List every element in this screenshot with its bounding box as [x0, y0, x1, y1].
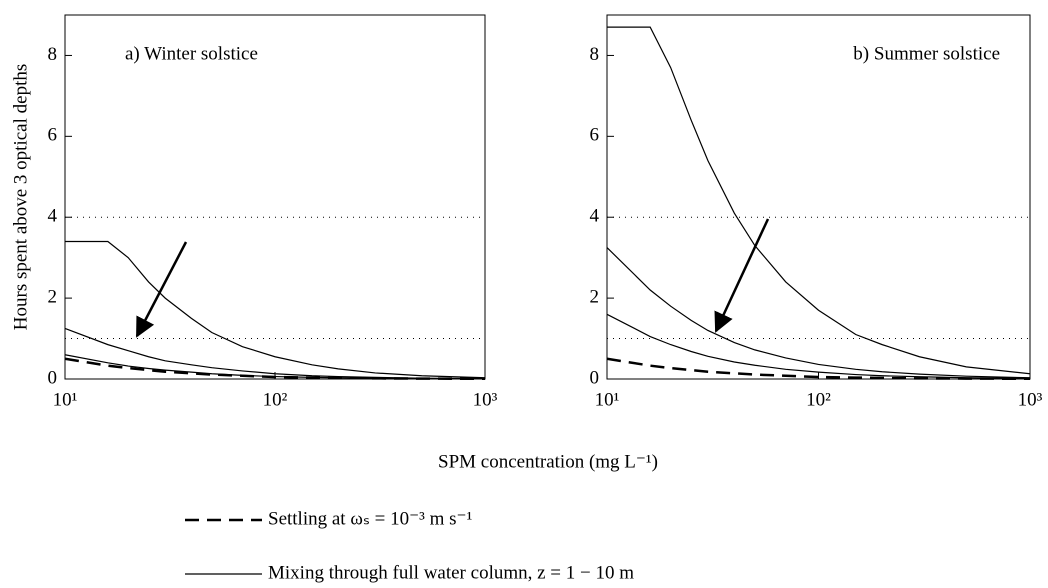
- series-line: [607, 26, 1031, 375]
- x-tick-label: 10³: [473, 389, 498, 410]
- y-tick-label: 2: [48, 286, 58, 307]
- plot-frame: [64, 14, 486, 380]
- x-tick-label: 10¹: [595, 389, 620, 410]
- x-tick-label: 10²: [806, 389, 831, 410]
- y-tick-label: 6: [590, 125, 600, 146]
- plot-frame: [606, 14, 1031, 380]
- legend-label: Settling at ωₛ = 10⁻³ m s⁻¹: [268, 508, 473, 529]
- arrow: [714, 218, 770, 333]
- y-tick-label: 6: [48, 125, 58, 146]
- series-line: [606, 313, 1031, 379]
- y-tick-label: 4: [48, 206, 58, 227]
- y-tick-label: 8: [590, 44, 600, 65]
- series-line: [64, 327, 486, 380]
- y-tick-label: 2: [590, 286, 600, 307]
- y-tick-label: 0: [48, 367, 58, 388]
- x-axis-label: SPM concentration (mg L⁻¹): [438, 451, 658, 472]
- x-tick-label: 10²: [263, 389, 288, 410]
- arrow: [135, 241, 188, 338]
- y-tick-label: 8: [48, 44, 58, 65]
- y-axis-label: Hours spent above 3 optical depths: [10, 64, 31, 330]
- x-tick-label: 10¹: [53, 389, 78, 410]
- y-tick-label: 0: [590, 367, 600, 388]
- series-line: [64, 357, 486, 381]
- x-tick-label: 10³: [1018, 389, 1043, 410]
- panel-title: a) Winter solstice: [125, 43, 258, 64]
- y-tick-label: 4: [590, 206, 600, 227]
- panel-title: b) Summer solstice: [853, 43, 1000, 64]
- series-line: [606, 357, 1031, 381]
- series-line: [65, 240, 486, 379]
- legend-label: Mixing through full water column, z = 1 …: [268, 562, 634, 583]
- series-line: [606, 247, 1031, 379]
